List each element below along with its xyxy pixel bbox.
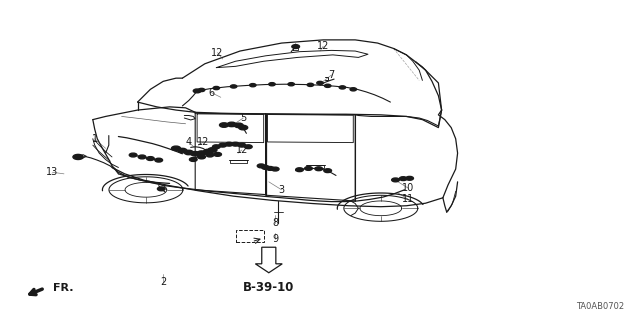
Circle shape	[406, 176, 413, 180]
Circle shape	[172, 146, 180, 151]
Circle shape	[266, 167, 274, 170]
Circle shape	[257, 164, 265, 168]
Text: 7: 7	[328, 70, 335, 80]
Circle shape	[315, 167, 323, 171]
Circle shape	[212, 145, 220, 149]
Text: B-39-10: B-39-10	[243, 281, 294, 293]
Circle shape	[198, 88, 205, 92]
Circle shape	[208, 148, 217, 152]
Circle shape	[324, 84, 331, 87]
Circle shape	[239, 125, 248, 130]
Circle shape	[193, 89, 201, 93]
Circle shape	[225, 142, 233, 146]
Circle shape	[155, 158, 163, 162]
Text: 8: 8	[272, 218, 278, 228]
Circle shape	[339, 86, 346, 89]
Circle shape	[73, 154, 83, 160]
Circle shape	[184, 150, 193, 155]
Bar	[236, 230, 264, 242]
Text: 12: 12	[197, 137, 210, 147]
Circle shape	[220, 123, 228, 127]
Text: 10: 10	[402, 183, 415, 193]
Circle shape	[324, 169, 332, 173]
Circle shape	[138, 155, 146, 159]
Circle shape	[204, 149, 212, 154]
Circle shape	[296, 168, 303, 172]
Text: 13: 13	[46, 167, 59, 177]
Text: 1: 1	[92, 134, 98, 144]
Text: 12: 12	[211, 48, 224, 58]
Text: 4: 4	[186, 137, 192, 147]
Circle shape	[129, 153, 137, 157]
Circle shape	[262, 166, 269, 169]
Circle shape	[269, 83, 275, 86]
Circle shape	[250, 84, 256, 87]
Circle shape	[189, 158, 197, 161]
Circle shape	[271, 167, 279, 171]
Text: 12: 12	[236, 145, 248, 155]
Circle shape	[292, 45, 300, 48]
Circle shape	[147, 157, 154, 160]
Circle shape	[244, 145, 252, 149]
Circle shape	[197, 151, 206, 155]
Text: 3: 3	[278, 185, 285, 195]
Circle shape	[230, 85, 237, 88]
FancyArrow shape	[255, 247, 282, 273]
Text: 5: 5	[240, 113, 246, 123]
Circle shape	[157, 187, 165, 191]
Circle shape	[214, 152, 221, 156]
Circle shape	[288, 83, 294, 86]
Text: FR.: FR.	[53, 283, 74, 293]
Circle shape	[178, 148, 187, 153]
Circle shape	[317, 81, 323, 85]
Text: TA0AB0702: TA0AB0702	[576, 302, 624, 311]
Circle shape	[198, 155, 205, 159]
Circle shape	[191, 152, 200, 156]
Circle shape	[232, 142, 239, 146]
Text: 2: 2	[160, 277, 166, 287]
Text: 9: 9	[272, 234, 278, 244]
Text: 11: 11	[402, 194, 415, 204]
Text: 12: 12	[317, 41, 330, 51]
Circle shape	[219, 143, 227, 147]
Circle shape	[227, 122, 236, 127]
Circle shape	[206, 153, 214, 157]
Circle shape	[305, 167, 312, 170]
Circle shape	[392, 178, 399, 182]
Circle shape	[350, 88, 356, 91]
Circle shape	[238, 143, 246, 147]
Circle shape	[307, 83, 314, 86]
Text: 6: 6	[208, 87, 214, 98]
Circle shape	[399, 177, 407, 181]
Circle shape	[234, 123, 243, 128]
Circle shape	[213, 86, 220, 90]
